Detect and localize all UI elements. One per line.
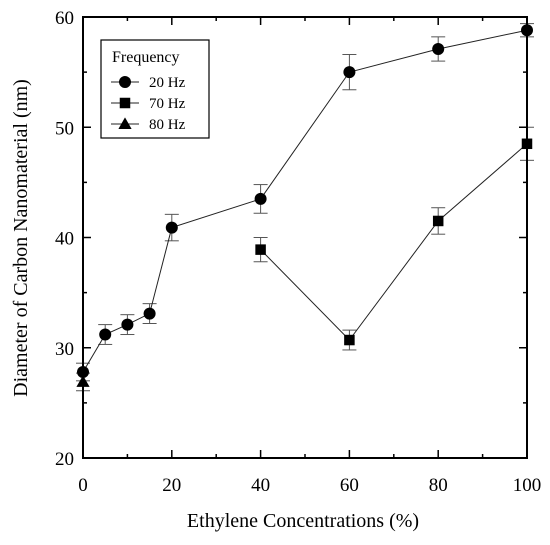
legend-marker-80-hz: [118, 117, 132, 129]
y-tick-label: 20: [55, 449, 74, 470]
x-tick-label: 80: [429, 475, 448, 496]
x-tick-label: 60: [340, 475, 359, 496]
x-tick-label: 0: [78, 475, 88, 496]
legend-title: Frequency: [112, 49, 180, 66]
series-line-70-hz: [260, 143, 528, 341]
y-tick-label: 50: [55, 118, 74, 139]
data-point-70-hz: [432, 215, 444, 227]
data-point-20-hz: [254, 192, 267, 205]
y-tick-label: 30: [55, 339, 74, 360]
legend-label-70-hz: 70 Hz: [149, 96, 186, 112]
data-point-20-hz: [343, 66, 356, 79]
x-tick-label: 20: [162, 475, 181, 496]
data-point-70-hz: [344, 334, 355, 346]
data-point-20-hz: [99, 328, 112, 341]
x-axis-title: Ethylene Concentrations (%): [187, 510, 419, 532]
x-tick-label: 100: [513, 475, 542, 496]
data-point-20-hz: [165, 221, 178, 234]
x-tick-label: 40: [251, 475, 270, 496]
legend-label-20-hz: 20 Hz: [149, 75, 186, 91]
legend-box: [100, 39, 210, 139]
data-point-20-hz: [143, 307, 156, 320]
data-point-70-hz: [255, 244, 266, 255]
legend-label-80-hz: 80 Hz: [149, 117, 186, 133]
y-axis-title: Diameter of Carbon Nanomaterial (nm): [10, 79, 32, 397]
legend-marker-70-hz: [119, 97, 131, 109]
legend: Frequency 20 Hz 70 Hz 80 Hz: [100, 39, 210, 139]
legend-marker-20-hz: [119, 76, 131, 88]
data-point-20-hz: [121, 318, 134, 331]
data-point-20-hz: [432, 42, 445, 55]
y-tick-label: 40: [55, 229, 74, 250]
y-tick-label: 60: [55, 8, 74, 29]
